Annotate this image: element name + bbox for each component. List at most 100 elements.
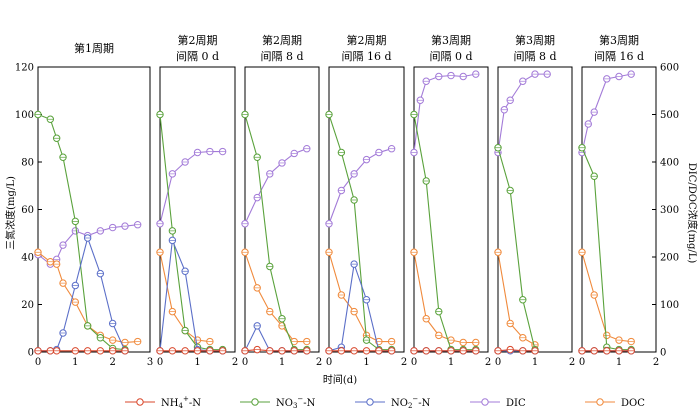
legend-item-no3: NO3−-N	[240, 395, 316, 410]
legend-marker	[366, 398, 374, 406]
series-line-no3	[581, 147, 632, 351]
panel-title: 间隔 0 d	[176, 50, 219, 63]
x-tick-label: 2	[109, 357, 115, 368]
x-tick-label: 0	[495, 357, 501, 368]
y-right-tick-label: 100	[660, 300, 679, 311]
y-left-tick-label: 60	[21, 205, 34, 216]
x-tick-label: 0	[326, 357, 332, 368]
series-line-doc	[244, 252, 307, 343]
panel-title: 第1周期	[74, 41, 114, 55]
x-tick-label: 2	[653, 357, 659, 368]
series-line-doc	[497, 252, 536, 346]
series-line-dic	[37, 224, 138, 265]
panel-title: 第3周期	[515, 33, 555, 47]
legend-item-doc: DOC	[585, 398, 645, 409]
x-tick-label: 2	[316, 357, 322, 368]
x-tick-label: 3	[147, 357, 153, 368]
x-axis-label: 时间(d)	[323, 373, 357, 386]
panel-title: 第2周期	[347, 33, 387, 47]
series-line-no3	[328, 114, 392, 351]
legend-label: NH4+-N	[161, 395, 201, 410]
legend-marker	[251, 398, 259, 406]
legend-marker	[136, 398, 144, 406]
x-tick-label: 2	[232, 357, 238, 368]
series-line-dic	[581, 73, 632, 153]
series-line-dic	[159, 151, 223, 224]
x-tick-label: 1	[194, 357, 200, 368]
panel-title: 间隔 8 d	[260, 50, 303, 63]
y-left-tick-label: 0	[28, 348, 34, 359]
series-line-nh4	[497, 349, 535, 352]
x-tick-label: 1	[616, 357, 622, 368]
legend-marker	[481, 398, 489, 406]
panel-title: 第2周期	[178, 33, 218, 47]
x-tick-label: 1	[363, 357, 369, 368]
x-tick-label: 1	[279, 357, 285, 368]
right-axis-label: DIC/DOC浓度(mg/L)	[686, 163, 699, 264]
y-left-tick-label: 120	[15, 63, 34, 74]
panel-1: 第1周期 0 1 2 3 0 20 40 60 80 100 120	[15, 41, 153, 368]
y-left-tick-label: 40	[21, 253, 34, 264]
series-line-dic	[497, 73, 548, 153]
panel-title: 间隔 16 d	[341, 50, 391, 63]
x-tick-label: 2	[401, 357, 407, 368]
y-left-tick-label: 80	[21, 158, 34, 169]
series-line-dic	[413, 73, 476, 153]
y-right-tick-label: 200	[660, 253, 679, 264]
panel-title: 第2周期	[262, 33, 302, 47]
y-right-tick-label: 600	[660, 63, 679, 74]
legend-label: NO3−-N	[276, 395, 316, 410]
panel-frame	[37, 66, 151, 353]
legend-item-dic: DIC	[470, 398, 526, 409]
x-tick-label: 0	[411, 357, 417, 368]
panel-title: 第3周期	[599, 33, 639, 47]
legend-label: NO2−-N	[391, 395, 431, 410]
legend-item-nh4: NH4+-N	[125, 395, 201, 410]
x-tick-label: 2	[485, 357, 491, 368]
y-right-tick-label: 500	[660, 110, 679, 121]
panel-frame	[413, 66, 489, 353]
legend-label: DIC	[506, 398, 526, 409]
series-line-no2	[38, 236, 126, 352]
y-left-tick-label: 20	[21, 300, 34, 311]
x-tick-label: 0	[579, 357, 585, 368]
legend-label: DOC	[621, 398, 645, 409]
panel-title: 间隔 8 d	[513, 50, 556, 63]
y-right-tick-label: 0	[660, 348, 666, 359]
series-line-no2	[244, 324, 307, 352]
x-tick-label: 1	[532, 357, 538, 368]
x-tick-label: 2	[569, 357, 575, 368]
series-line-no2	[328, 263, 392, 352]
x-tick-label: 1	[72, 357, 78, 368]
panel-frame	[328, 66, 405, 353]
panel-title: 间隔 16 d	[594, 50, 644, 63]
panel-frame	[244, 66, 320, 353]
x-tick-label: 0	[35, 357, 41, 368]
series-line-dic	[328, 148, 392, 224]
legend-marker	[596, 398, 604, 406]
y-right-tick-label: 400	[660, 158, 679, 169]
series-line-no3	[244, 114, 307, 351]
panel-title: 间隔 0 d	[429, 50, 472, 63]
legend-item-no2: NO2−-N	[355, 395, 431, 410]
legend: NH4+-N NO3−-N NO2−-N DIC DOC	[125, 395, 645, 410]
x-tick-label: 1	[448, 357, 454, 368]
series-line-no3	[497, 147, 536, 350]
left-axis-label: 三氮浓度(mg/L)	[4, 176, 17, 250]
series-line-doc	[581, 252, 632, 343]
x-tick-label: 0	[157, 357, 163, 368]
panel-title: 第3周期	[431, 33, 471, 47]
panel-frame	[497, 66, 573, 353]
y-left-tick-label: 100	[15, 110, 34, 121]
x-tick-label: 0	[242, 357, 248, 368]
series-line-dic	[244, 148, 307, 224]
y-right-tick-label: 300	[660, 205, 679, 216]
